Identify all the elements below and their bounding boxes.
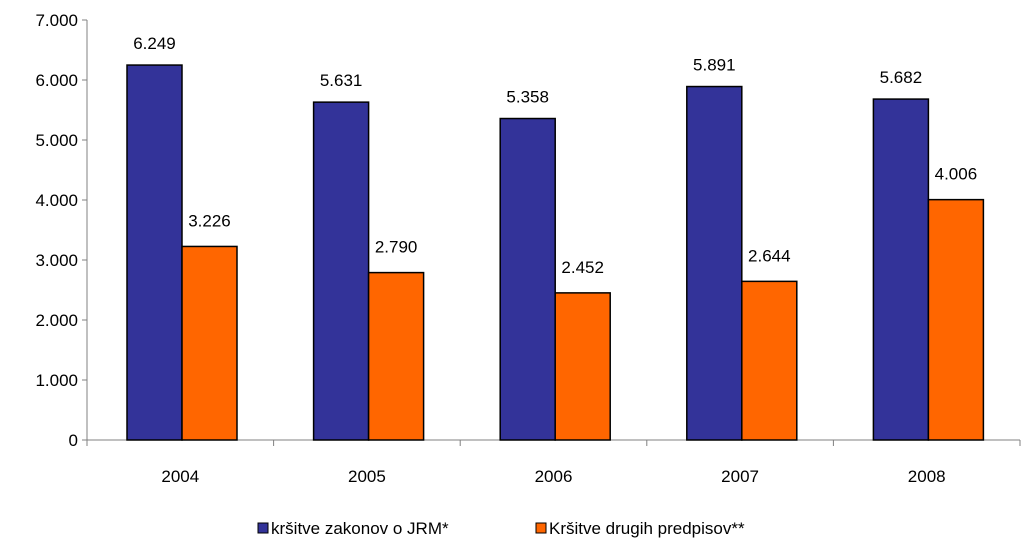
data-label-series-1: 5.682 [880,68,923,87]
data-label-series-1: 5.358 [506,88,549,107]
data-label-series-2: 3.226 [188,211,231,230]
y-tick-label: 1.000 [35,371,78,390]
data-label-series-2: 4.006 [935,165,978,184]
data-label-series-2: 2.790 [375,238,418,257]
legend-label-2: Kršitve drugih predpisov** [549,519,745,538]
bar-series-1 [686,85,743,441]
bar-series-1 [312,101,370,441]
data-label-series-1: 5.891 [693,56,736,75]
bar-series-1 [499,117,556,441]
y-tick-label: 6.000 [35,71,78,90]
y-tick-label: 7.000 [35,11,78,30]
legend-swatch-1 [257,522,269,534]
bar-series-1 [126,64,183,441]
bar-series-2 [741,280,798,441]
bar-series-2 [927,198,985,441]
x-tick-label: 2007 [721,467,759,486]
legend-swatch-2 [535,522,547,534]
bar-series-2 [181,245,238,441]
x-tick-label: 2005 [348,467,386,486]
data-label-series-1: 5.631 [320,71,363,90]
bar-series-1 [872,98,930,441]
data-labels: 6.249 5.631 5.358 5.891 5.682 3.226 2.790 2.452… [133,34,977,277]
x-tick-label: 2006 [535,467,573,486]
y-tick-label: 0 [69,431,78,450]
bar-series-2 [367,271,425,441]
y-tick-label: 2.000 [35,311,78,330]
legend-label-1: kršitve zakonov o JRM* [271,519,449,538]
x-tick-label: 2004 [161,467,199,486]
y-tick-label: 5.000 [35,131,78,150]
y-tick-label: 4.000 [35,191,78,210]
legend: kršitve zakonov o JRM* Kršitve drugih pre… [257,519,745,538]
data-label-series-2: 2.452 [561,258,604,277]
bar-series-2 [554,292,611,441]
x-tick-label: 2008 [908,467,946,486]
bars [126,64,985,441]
data-label-series-2: 2.644 [748,246,791,265]
data-label-series-1: 6.249 [133,34,176,53]
y-tick-label: 3.000 [35,251,78,270]
axes: 0 1.000 2.000 3.000 4.000 5.000 6.000 7.000 2004… [35,11,1021,486]
